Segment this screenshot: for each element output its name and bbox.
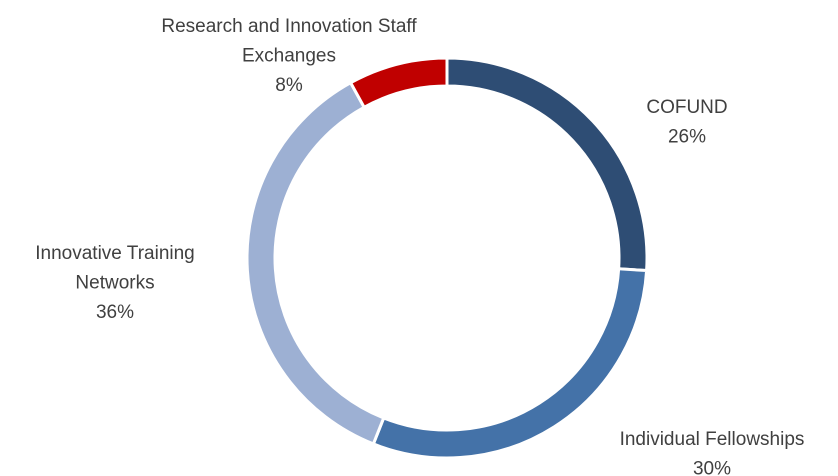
value-label: 26% xyxy=(668,127,706,148)
donut-segment xyxy=(348,56,449,110)
segment-label: Individual Fellowships xyxy=(620,429,805,450)
donut-segment xyxy=(445,56,649,273)
donut-segment xyxy=(371,267,649,460)
segment-label: Exchanges xyxy=(242,46,336,67)
segment-label: Innovative Training xyxy=(35,243,195,264)
value-label: 8% xyxy=(275,75,303,96)
segment-label: Research and Innovation Staff xyxy=(161,16,417,37)
segment-label: COFUND xyxy=(646,97,727,118)
value-label: 36% xyxy=(96,302,134,323)
value-label: 30% xyxy=(693,459,731,476)
donut-segment xyxy=(245,80,386,446)
segment-label: Networks xyxy=(75,273,154,294)
